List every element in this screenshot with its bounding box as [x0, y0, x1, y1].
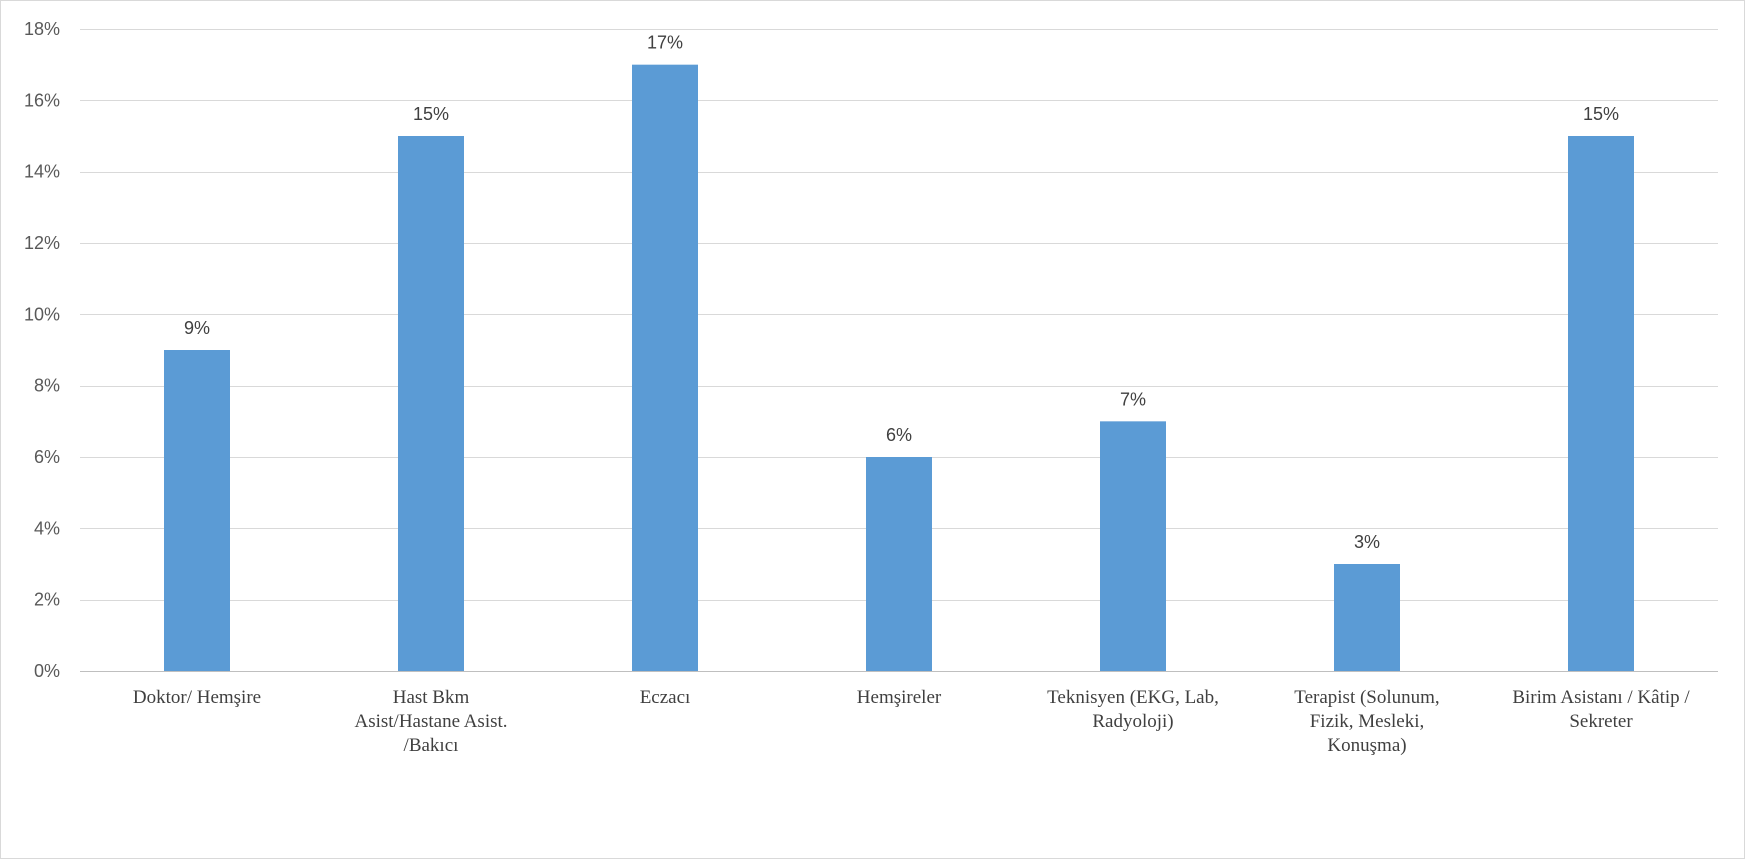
category-label: Birim Asistanı / Kâtip / Sekreter [1512, 687, 1690, 732]
y-tick-label: 6% [34, 447, 60, 467]
category-label-line: Radyoloji) [1092, 711, 1173, 732]
x-axis-category-labels: Doktor/ Hemşire Hast Bkm Asist/Hastane Asi… [133, 687, 1691, 756]
category-label: Terapist (Solunum, Fizik, Mesleki, Konuşma… [1294, 687, 1439, 756]
y-tick-label: 18% [24, 19, 60, 39]
bar [632, 64, 698, 671]
data-label: 7% [1120, 389, 1146, 409]
data-label: 15% [1583, 104, 1619, 124]
category-label-line: Fizik, Mesleki, [1310, 711, 1425, 732]
category-label: Eczacı [640, 687, 691, 708]
bars [164, 64, 1634, 671]
bar [866, 457, 932, 671]
data-label: 17% [647, 33, 683, 53]
gridlines [80, 29, 1718, 672]
data-label: 15% [413, 104, 449, 124]
bar [1334, 564, 1400, 671]
y-tick-label: 0% [34, 661, 60, 681]
bar [164, 350, 230, 671]
bar [398, 136, 464, 671]
y-axis-tick-labels: 0% 2% 4% 6% 8% 10% 12% 14% 16% 18% [24, 19, 60, 681]
bar [1100, 421, 1166, 671]
bar [1568, 136, 1634, 671]
y-tick-label: 12% [24, 233, 60, 253]
y-tick-label: 14% [24, 162, 60, 182]
category-label-line: Eczacı [640, 687, 691, 708]
category-label-line: Doktor/ Hemşire [133, 687, 261, 708]
category-label: Teknisyen (EKG, Lab, Radyoloji) [1047, 687, 1219, 732]
y-tick-label: 2% [34, 590, 60, 610]
category-label-line: /Bakıcı [404, 735, 459, 756]
data-labels: 9% 15% 17% 6% 7% 3% 15% [184, 33, 1619, 552]
category-label-line: Teknisyen (EKG, Lab, [1047, 687, 1219, 708]
category-label-line: Asist/Hastane Asist. [354, 711, 507, 732]
data-label: 6% [886, 425, 912, 445]
category-label-line: Hast Bkm [393, 687, 470, 708]
category-label: Hemşireler [857, 687, 942, 708]
category-label-line: Birim Asistanı / Kâtip / [1512, 687, 1690, 708]
data-label: 3% [1354, 532, 1380, 552]
y-tick-label: 8% [34, 376, 60, 396]
category-label-line: Sekreter [1569, 711, 1633, 732]
category-label: Doktor/ Hemşire [133, 687, 261, 708]
category-label-line: Konuşma) [1327, 735, 1406, 756]
category-label-line: Terapist (Solunum, [1294, 687, 1439, 708]
y-tick-label: 10% [24, 304, 60, 324]
y-tick-label: 16% [24, 90, 60, 110]
category-label-line: Hemşireler [857, 687, 942, 708]
data-label: 9% [184, 318, 210, 338]
y-tick-label: 4% [34, 518, 60, 538]
category-label: Hast Bkm Asist/Hastane Asist. /Bakıcı [354, 687, 507, 756]
